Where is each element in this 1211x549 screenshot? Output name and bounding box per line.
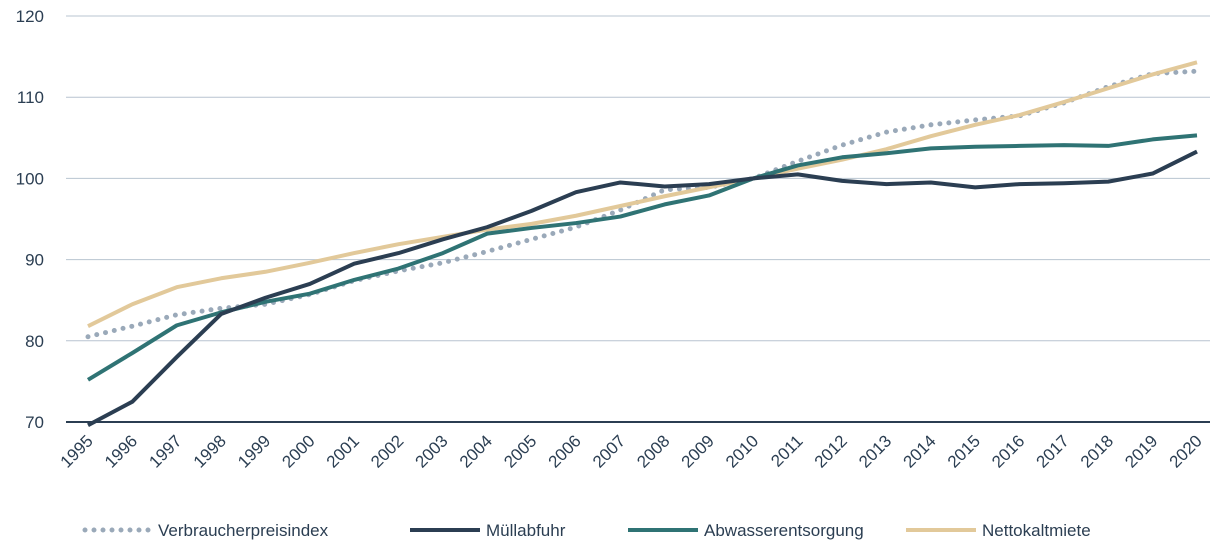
x-tick-label: 2011 xyxy=(767,431,806,470)
x-tick-label: 2002 xyxy=(367,431,407,471)
x-tick-label: 1997 xyxy=(145,431,185,471)
y-tick-label: 80 xyxy=(25,332,44,351)
series-line xyxy=(86,133,1198,382)
series-line xyxy=(87,60,1198,328)
legend-label: Nettokaltmiete xyxy=(982,521,1091,540)
x-tick-label: 2004 xyxy=(456,431,496,471)
x-tick-label: 2000 xyxy=(278,431,318,471)
y-tick-label: 90 xyxy=(25,251,44,270)
y-tick-label: 70 xyxy=(25,413,44,432)
x-tick-label: 1998 xyxy=(190,431,230,471)
x-tick-label: 2014 xyxy=(899,431,939,471)
x-tick-label: 2020 xyxy=(1166,431,1206,471)
legend-label: Müllabfuhr xyxy=(486,521,566,540)
x-tick-label: 2007 xyxy=(589,431,629,471)
y-tick-label: 120 xyxy=(16,7,44,26)
legend-label: Verbraucherpreisindex xyxy=(158,521,329,540)
x-tick-label: 2018 xyxy=(1077,431,1117,471)
x-tick-label: 1996 xyxy=(101,431,141,471)
y-tick-label: 110 xyxy=(17,88,44,107)
x-tick-label: 2013 xyxy=(855,431,895,471)
x-tick-label: 1995 xyxy=(57,431,97,471)
y-tick-label: 100 xyxy=(16,169,44,188)
x-tick-label: 2009 xyxy=(678,431,718,471)
x-tick-label: 2001 xyxy=(323,431,363,471)
legend-label: Abwasserentsorgung xyxy=(704,521,864,540)
x-tick-label: 2019 xyxy=(1121,431,1161,471)
x-tick-label: 2010 xyxy=(722,431,762,471)
x-tick-label: 1999 xyxy=(234,431,274,471)
x-tick-label: 2017 xyxy=(1033,431,1073,471)
x-tick-label: 2015 xyxy=(944,431,984,471)
x-tick-label: 2012 xyxy=(811,431,851,471)
x-tick-label: 2003 xyxy=(412,431,452,471)
x-tick-label: 2008 xyxy=(633,431,673,471)
x-tick-label: 2005 xyxy=(500,431,540,471)
x-tick-label: 2016 xyxy=(988,431,1028,471)
series-line xyxy=(87,149,1198,428)
x-tick-label: 2006 xyxy=(545,431,585,471)
